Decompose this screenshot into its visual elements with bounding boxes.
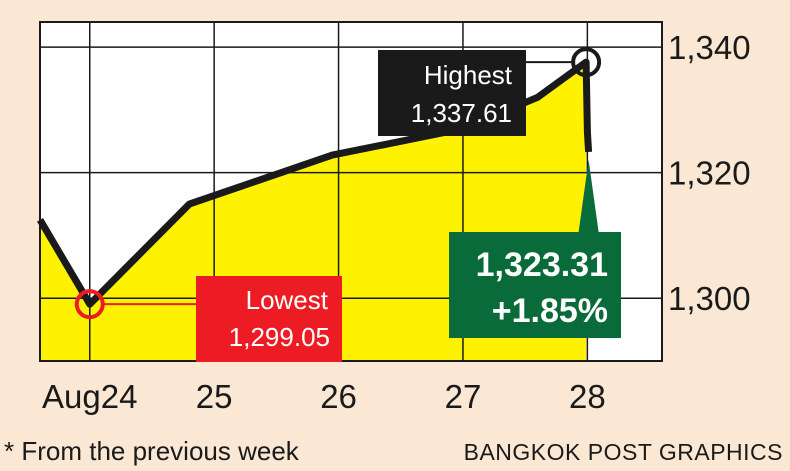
close-change: +1.85% xyxy=(492,292,608,330)
x-axis: Aug24 25 26 27 28 xyxy=(42,378,606,415)
lowest-marker xyxy=(74,289,105,320)
x-tick-label: Aug24 xyxy=(42,378,137,415)
x-tick-label: 25 xyxy=(196,378,233,415)
highest-value: 1,337.61 xyxy=(411,98,512,128)
highest-box xyxy=(378,50,526,136)
lowest-value: 1,299.05 xyxy=(229,322,330,352)
close-annotation: 1,323.31 +1.85% xyxy=(449,159,621,338)
highest-annotation: Highest 1,337.61 xyxy=(378,47,602,136)
close-value: 1,323.31 xyxy=(476,246,608,284)
source-credit: BANGKOK POST GRAPHICS xyxy=(464,439,783,465)
x-tick-label: 26 xyxy=(320,378,357,415)
highest-label: Highest xyxy=(424,60,513,90)
x-tick-label: 27 xyxy=(445,378,482,415)
y-tick-label: 1,320 xyxy=(668,155,751,192)
lowest-label: Lowest xyxy=(246,285,329,315)
highest-marker xyxy=(571,47,602,78)
close-pointer xyxy=(578,159,599,232)
y-tick-label: 1,340 xyxy=(668,29,751,66)
lowest-box xyxy=(196,276,342,362)
x-tick-label: 28 xyxy=(569,378,606,415)
lowest-annotation: Lowest 1,299.05 xyxy=(74,276,342,362)
close-box xyxy=(449,232,621,338)
y-axis: 1,300 1,320 1,340 xyxy=(668,29,751,317)
plot-frame xyxy=(39,21,663,362)
y-tick-label: 1,300 xyxy=(668,280,751,317)
footnote: * From the previous week xyxy=(4,436,300,466)
